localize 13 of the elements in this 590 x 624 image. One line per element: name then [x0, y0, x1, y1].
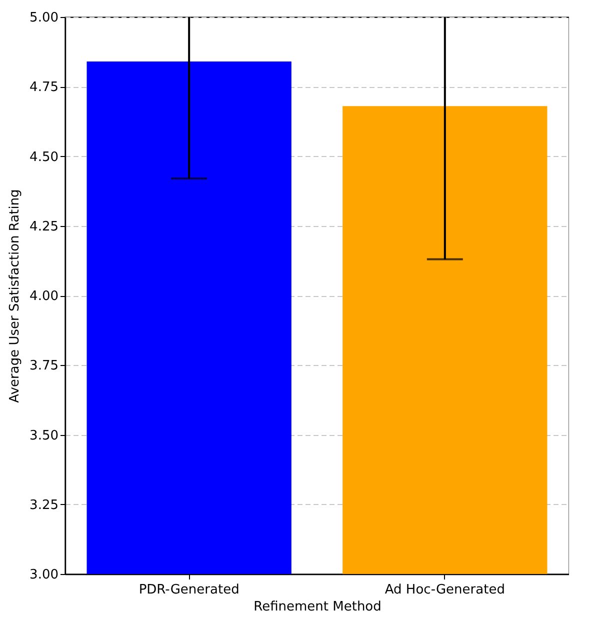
y-tick-label: 4.00	[30, 289, 58, 304]
y-tick-label: 3.00	[30, 568, 58, 582]
y-tick-label: 5.00	[30, 10, 58, 26]
x-tick-label: PDR-Generated	[138, 582, 240, 598]
y-tick-label: 4.50	[30, 150, 58, 165]
y-tick-label: 4.75	[30, 80, 58, 96]
y-tick-label: 3.75	[30, 358, 58, 374]
y-axis-title: Average User Satisfaction Rating	[8, 189, 23, 403]
x-axis-title: Refinement Method	[254, 600, 382, 614]
y-tick-label: 3.25	[30, 498, 58, 513]
y-tick-label: 3.50	[30, 428, 58, 444]
y-tick-label: 4.25	[30, 219, 58, 234]
x-tick-label: Ad Hoc-Generated	[384, 582, 505, 598]
